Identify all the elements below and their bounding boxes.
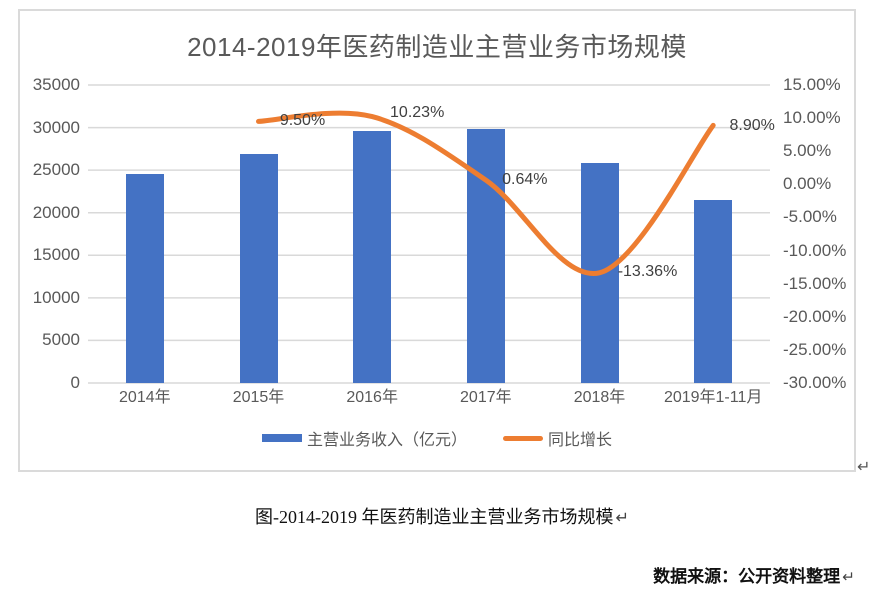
paragraph-mark: ↵ bbox=[857, 457, 871, 476]
bar-2014年 bbox=[125, 174, 164, 383]
y-axis-tick: 10000 bbox=[32, 287, 80, 307]
y-axis-tick: 5000 bbox=[42, 330, 80, 350]
data-label-2019年1-11月: 8.90% bbox=[729, 117, 775, 135]
y-axis-tick: 35000 bbox=[32, 75, 80, 94]
line-series-swatch-icon bbox=[503, 435, 543, 441]
chart-title: 2014-2019年医药制造业主营业务市场规模 bbox=[187, 32, 687, 62]
figure-caption-text: 图-2014-2019 年医药制造业主营业务市场规模 bbox=[255, 507, 614, 527]
legend-label-growth: 同比增长 bbox=[548, 432, 613, 449]
x-axis-label: 2017年 bbox=[460, 389, 512, 406]
y2-axis-tick: -20.00% bbox=[783, 306, 847, 326]
y2-axis-tick: 15.00% bbox=[783, 75, 841, 94]
y2-axis-tick: -15.00% bbox=[783, 273, 847, 293]
legend-item-revenue: 主营业务收入（亿元） bbox=[261, 426, 467, 450]
data-label-2018年: -13.36% bbox=[617, 262, 678, 280]
paragraph-mark: ↵ bbox=[842, 568, 855, 586]
bar-2016年 bbox=[353, 130, 392, 383]
y-axis-tick: 30000 bbox=[32, 117, 80, 137]
legend-label-revenue: 主营业务收入（亿元） bbox=[306, 432, 467, 449]
bar-2019年1-11月 bbox=[694, 199, 733, 383]
x-axis-label: 2018年 bbox=[573, 389, 626, 406]
y2-axis-tick: -25.00% bbox=[783, 339, 847, 359]
data-source-text: 数据来源：公开资料整理 bbox=[653, 567, 841, 586]
chart-canvas: 2014-2019年医药制造业主营业务市场规模 9.50% 10.23% 0.64%… bbox=[20, 11, 854, 470]
x-axis-label: 2016年 bbox=[346, 389, 398, 406]
x-axis-label: 2019年1-11月 bbox=[663, 389, 763, 406]
legend: 主营业务收入（亿元） 同比增长 bbox=[20, 427, 854, 449]
y2-axis-tick: 10.00% bbox=[783, 108, 841, 128]
bar-2015年 bbox=[239, 153, 278, 383]
data-label-2017年: 0.64% bbox=[502, 171, 548, 189]
legend-item-growth: 同比增长 bbox=[503, 426, 612, 450]
y-axis-tick: 15000 bbox=[32, 245, 80, 265]
bar-2018年 bbox=[580, 163, 619, 383]
figure-caption: 图-2014-2019 年医药制造业主营业务市场规模 ↵ bbox=[255, 503, 629, 529]
y2-axis-tick: 0.00% bbox=[783, 174, 832, 194]
y2-axis-tick: -10.00% bbox=[783, 240, 847, 260]
embedded-chart[interactable]: 2014-2019年医药制造业主营业务市场规模 9.50% 10.23% 0.64%… bbox=[18, 9, 856, 472]
y-axis-tick: 20000 bbox=[32, 202, 80, 222]
bar-2017年 bbox=[466, 129, 505, 383]
y-axis-tick: 25000 bbox=[32, 160, 80, 180]
y-axis-tick: 0 bbox=[70, 373, 80, 392]
y2-axis-tick: -30.00% bbox=[783, 373, 847, 392]
data-label-2015年: 9.50% bbox=[279, 112, 326, 130]
x-axis-label: 2014年 bbox=[119, 389, 171, 406]
y2-axis-tick: -5.00% bbox=[783, 207, 837, 227]
data-label-2016年: 10.23% bbox=[390, 103, 445, 121]
paragraph-mark: ↵ bbox=[615, 508, 630, 527]
x-axis-label: 2015年 bbox=[232, 389, 285, 406]
data-source: 数据来源：公开资料整理 ↵ bbox=[653, 562, 855, 587]
bar-series-swatch-icon bbox=[261, 434, 302, 442]
y2-axis-tick: 5.00% bbox=[783, 141, 832, 161]
